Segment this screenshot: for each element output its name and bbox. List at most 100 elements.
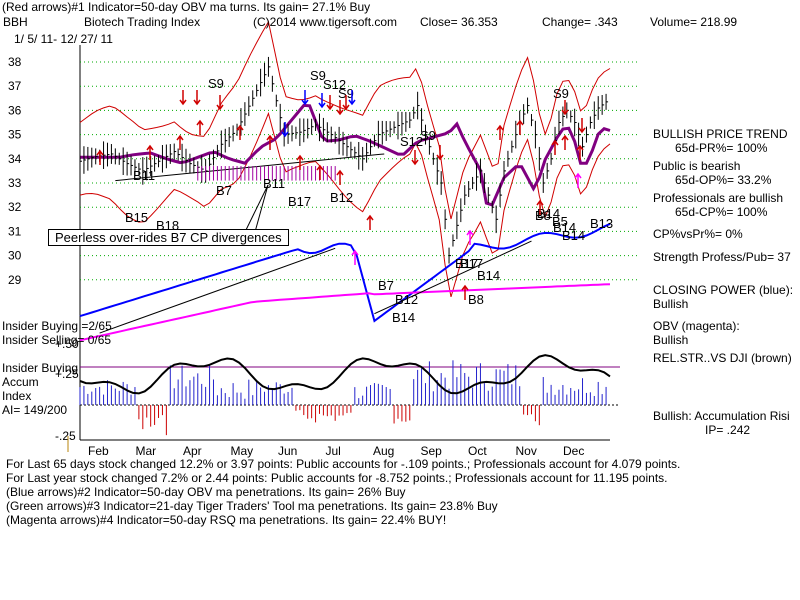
signal-label: B7 bbox=[216, 183, 232, 198]
price-tick-label: 34 bbox=[8, 152, 22, 166]
signal-label: S9 bbox=[338, 86, 354, 101]
red-buy-arrow bbox=[336, 169, 344, 185]
red-sell-arrow bbox=[578, 118, 586, 134]
signal-label: B11 bbox=[263, 176, 285, 191]
annotation-pointer-2 bbox=[244, 184, 269, 233]
signal-label: S9 bbox=[420, 128, 436, 143]
blue-arrow bbox=[301, 90, 309, 106]
upper-band bbox=[79, 20, 611, 220]
blue-arrow bbox=[348, 90, 356, 106]
ip-value: IP= .242 bbox=[705, 423, 751, 437]
trendline-recent bbox=[374, 240, 532, 315]
red-buy-arrow bbox=[266, 134, 274, 150]
red-buy-arrow bbox=[576, 144, 584, 160]
footer-line-5: (Magenta arrows)#4 Indicator=50-day RSQ … bbox=[6, 513, 447, 527]
price-tick-label: 32 bbox=[8, 200, 22, 214]
price-tick-label: 31 bbox=[8, 224, 22, 238]
signal-label: S9 bbox=[553, 86, 569, 101]
cp-value: 65d-CP%= 100% bbox=[675, 205, 768, 219]
red-buy-arrow bbox=[316, 164, 324, 180]
header-symbol: BBH bbox=[3, 15, 28, 29]
header-copyright: (C)2014 www.tigersoft.com bbox=[253, 15, 398, 29]
moving-average-line bbox=[80, 103, 611, 207]
red-sell-arrow bbox=[561, 100, 569, 116]
price-tick-label: 36 bbox=[8, 103, 22, 117]
header-change: Change= .343 bbox=[542, 15, 618, 29]
header-index-name: Biotech Trading Index bbox=[84, 15, 201, 29]
lower-band bbox=[79, 111, 611, 298]
price-tick-label: 30 bbox=[8, 249, 22, 263]
red-sell-arrow bbox=[336, 100, 344, 116]
accum-tick-label: +.25 bbox=[55, 367, 79, 381]
accum-index-line bbox=[79, 354, 611, 395]
month-label: Apr bbox=[183, 444, 202, 458]
month-label: Mar bbox=[136, 444, 157, 458]
signal-label: B17 bbox=[455, 256, 478, 271]
signal-label: B17 bbox=[460, 256, 483, 271]
closing-power-label: CLOSING POWER (blue): bbox=[653, 283, 794, 297]
annotation-box: Peerless over-rides B7 CP divergences bbox=[48, 229, 289, 246]
signal-label: B11 bbox=[133, 168, 155, 183]
red-buy-arrow bbox=[551, 139, 559, 155]
price-tick-label: 38 bbox=[8, 55, 22, 69]
trend-label: BULLISH PRICE TREND bbox=[653, 127, 788, 141]
signal-label: S9 bbox=[208, 76, 224, 91]
red-sell-arrow bbox=[342, 95, 350, 111]
trendline-upper bbox=[115, 153, 385, 182]
trendline-lower bbox=[99, 247, 336, 334]
signal-label: B14 bbox=[392, 310, 415, 325]
accum-label: Accum bbox=[2, 375, 39, 389]
footer-line-1: For Last 65 days stock changed 12.2% or … bbox=[6, 457, 681, 471]
red-sell-arrow bbox=[436, 145, 444, 161]
signal-label: S9 bbox=[310, 68, 326, 83]
red-buy-arrow bbox=[561, 134, 569, 150]
insider-buying-2: Insider Buying bbox=[2, 361, 79, 375]
header-close: Close= 36.353 bbox=[420, 15, 498, 29]
red-buy-arrow bbox=[146, 144, 154, 160]
red-sell-arrow bbox=[216, 95, 224, 111]
pr-value: 65d-PR%= 100% bbox=[675, 141, 768, 155]
signal-label: B7 bbox=[378, 278, 394, 293]
signal-label: B8 bbox=[468, 292, 484, 307]
red-sell-arrow bbox=[326, 95, 334, 111]
signal-label: B14 bbox=[562, 228, 585, 243]
price-tick-label: 33 bbox=[8, 176, 22, 190]
blue-arrow bbox=[281, 122, 289, 138]
red-buy-arrow bbox=[366, 214, 374, 230]
signal-label: B14 bbox=[553, 220, 576, 235]
accum-status: Bullish: Accumulation Risi bbox=[653, 409, 790, 423]
month-label: May bbox=[231, 444, 254, 458]
month-label: Oct bbox=[468, 444, 487, 458]
signal-label: S12 bbox=[323, 77, 346, 92]
accum-tick-label: +.50 bbox=[55, 337, 79, 351]
insider-selling: Insider Selling= 0/65 bbox=[2, 333, 112, 347]
red-buy-arrow bbox=[461, 284, 469, 300]
index-label: Index bbox=[2, 389, 32, 403]
strength-value: Strength Profess/Pub= 37 bbox=[653, 250, 791, 264]
signal-label: B8 bbox=[535, 208, 551, 223]
signal-label: B12 bbox=[330, 190, 353, 205]
header-date-range: 1/ 5/ 11- 12/ 27/ 11 bbox=[14, 32, 113, 46]
month-label: Jul bbox=[326, 444, 341, 458]
obv-label: OBV (magenta): bbox=[653, 319, 740, 333]
obv-value: Bullish bbox=[653, 333, 689, 347]
pros-label: Professionals are bullish bbox=[653, 191, 784, 205]
public-label: Public is bearish bbox=[653, 159, 741, 173]
header-indicator-1: (Red arrows)#1 Indicator=50-day OBV ma t… bbox=[2, 0, 371, 14]
signal-label: B14 bbox=[537, 206, 560, 221]
red-buy-arrow bbox=[536, 199, 544, 215]
red-buy-arrow bbox=[176, 134, 184, 150]
annotation-pointer-1 bbox=[254, 184, 269, 233]
red-buy-arrow bbox=[96, 149, 104, 165]
relstr-label: REL.STR..VS DJI (brown) bbox=[653, 351, 792, 365]
red-sell-arrow bbox=[179, 90, 187, 106]
footer-line-2: For Last year stock changed 7.2% or 2.44… bbox=[6, 471, 668, 485]
red-buy-arrow bbox=[516, 119, 524, 135]
signal-label: B15 bbox=[125, 210, 148, 225]
red-buy-arrow bbox=[196, 119, 204, 135]
red-sell-arrow bbox=[411, 150, 419, 166]
footer-line-3: (Blue arrows)#2 Indicator=50-day OBV ma … bbox=[6, 485, 406, 499]
header-volume: Volume= 218.99 bbox=[650, 15, 738, 29]
blue-arrow bbox=[318, 93, 326, 109]
